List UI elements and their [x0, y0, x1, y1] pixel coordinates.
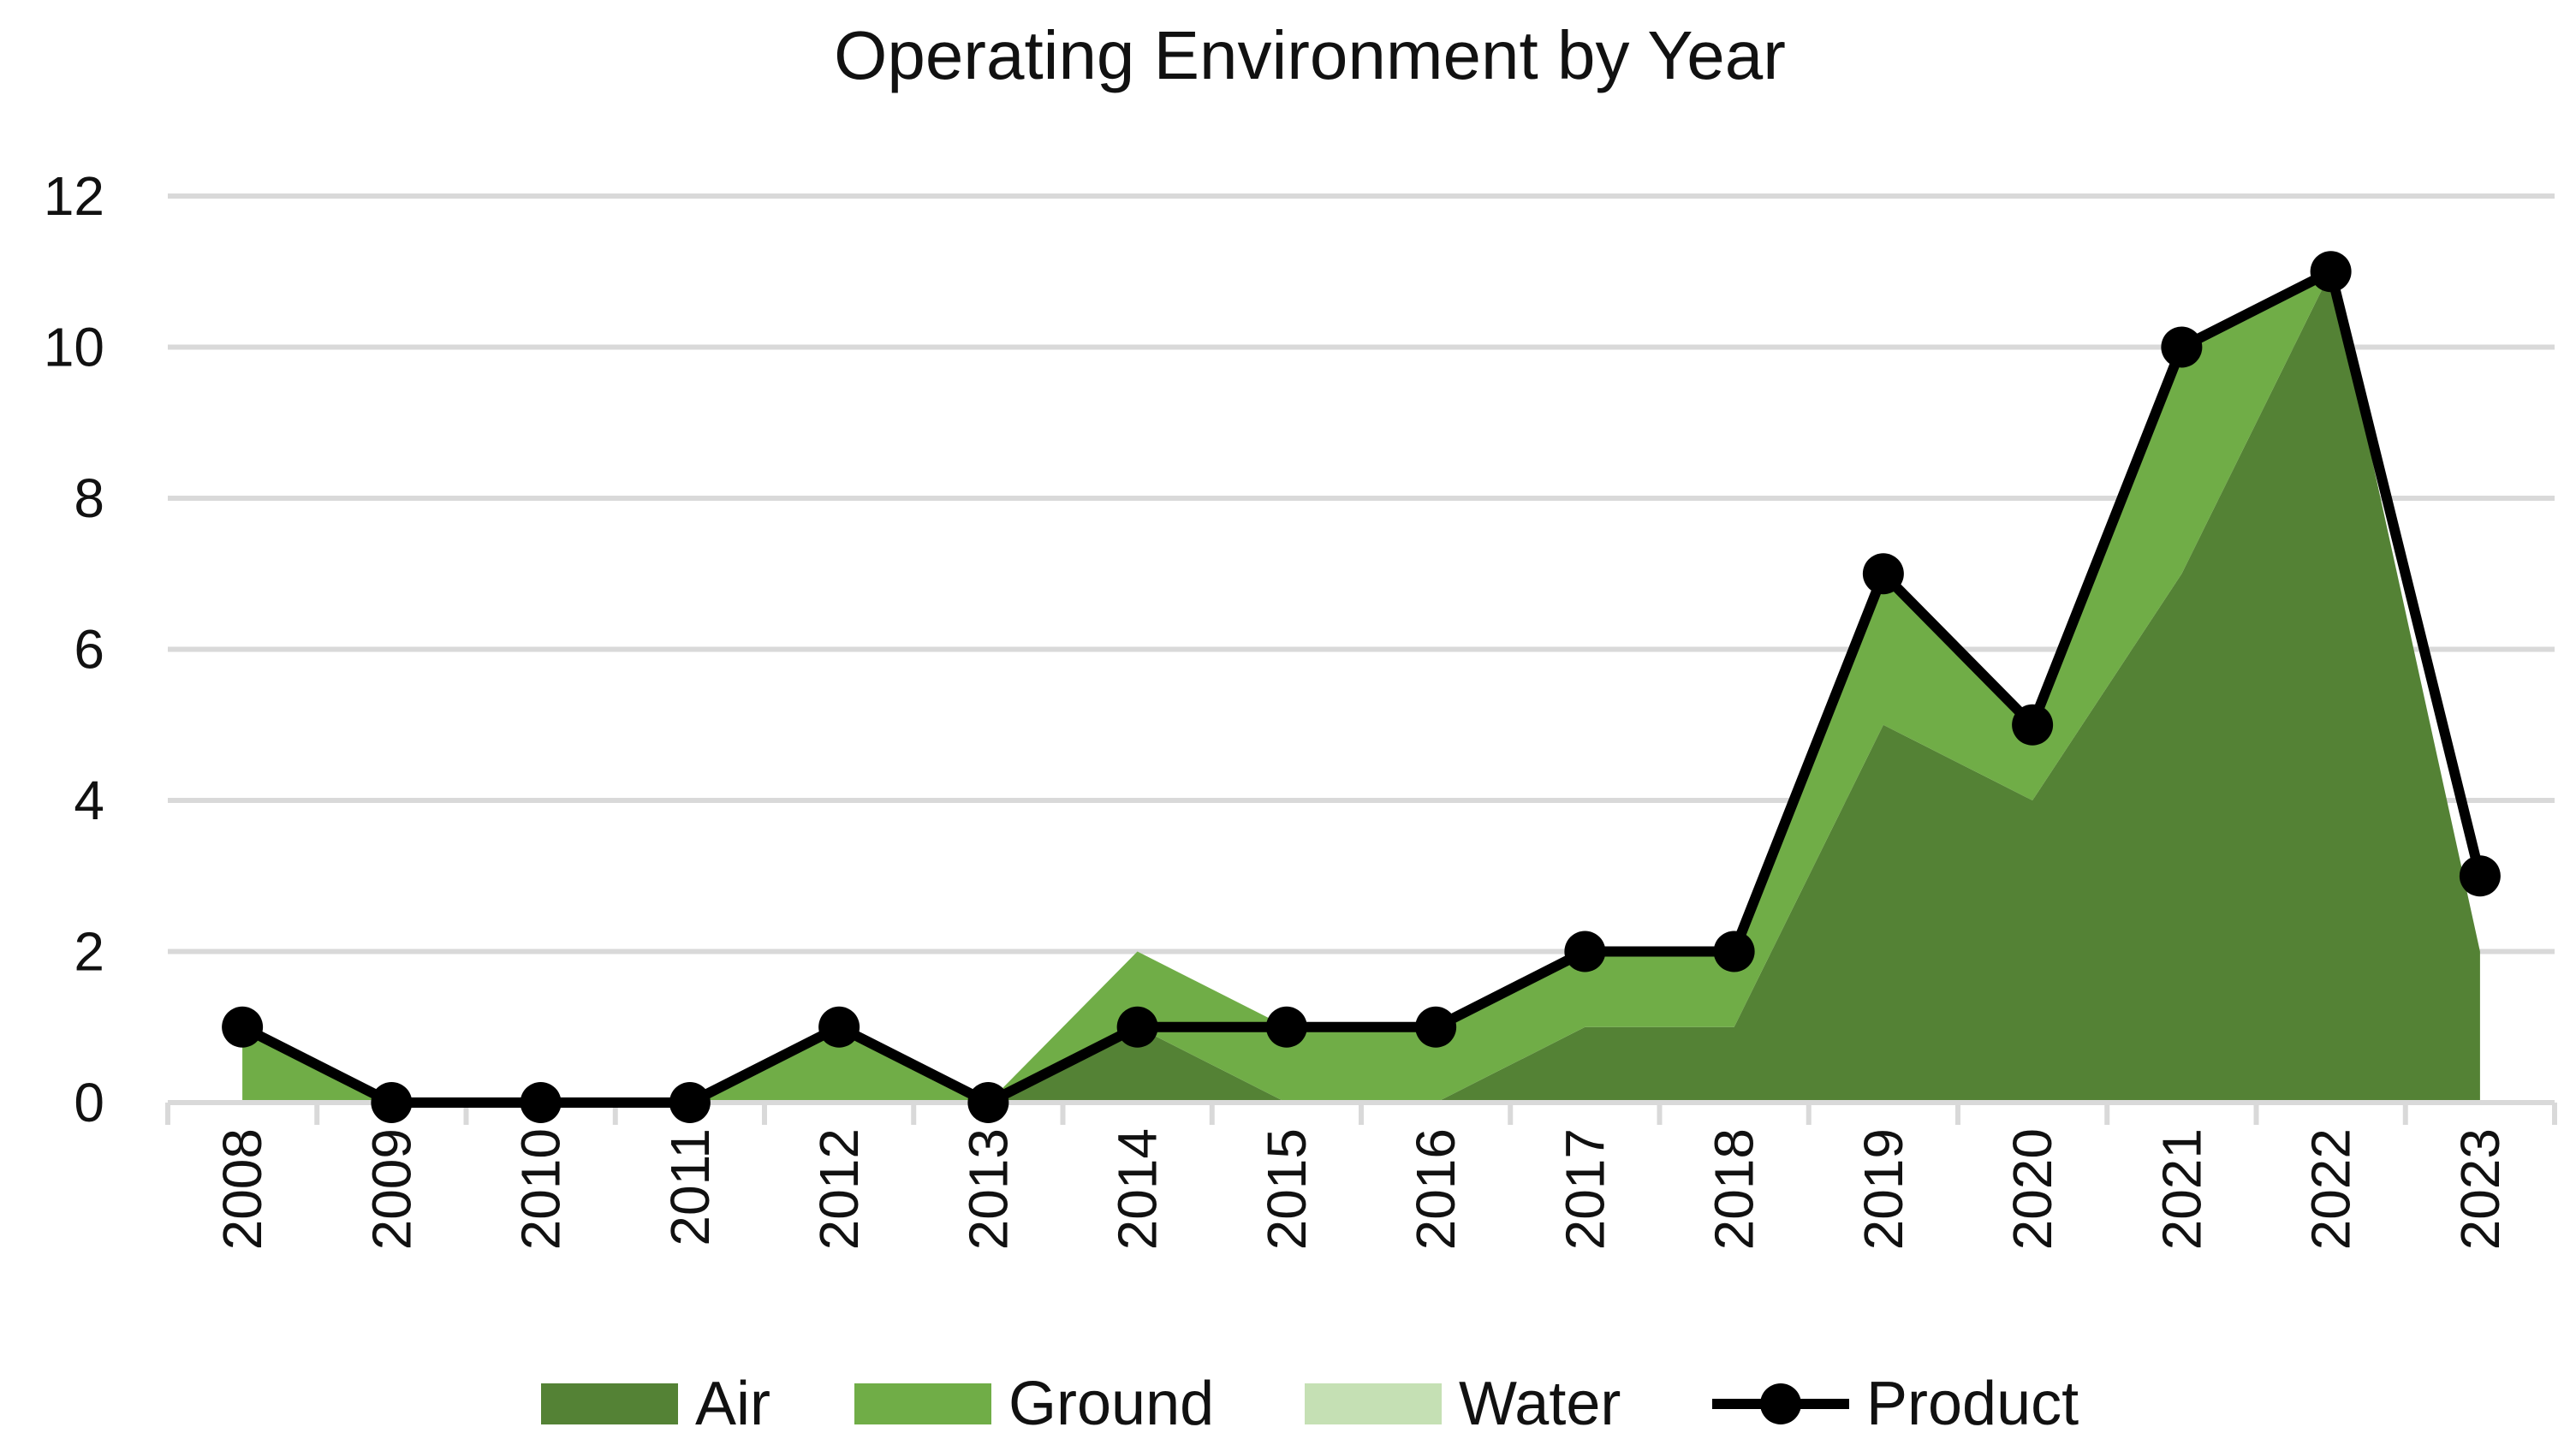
y-tick-labels: 0 2 4 6 8 10 12	[44, 165, 104, 1133]
product-point	[1266, 1007, 1307, 1048]
y-tick-label: 10	[44, 317, 104, 378]
product-point	[1714, 931, 1755, 972]
x-tick-label: 2014	[1107, 1128, 1169, 1250]
x-tick-label: 2010	[510, 1128, 572, 1250]
legend-label: Water	[1459, 1370, 1621, 1438]
product-point	[2460, 855, 2501, 896]
y-tick-label: 8	[74, 467, 104, 529]
product-point	[1117, 1007, 1158, 1048]
legend-swatch	[1305, 1383, 1442, 1424]
product-point	[1415, 1007, 1456, 1048]
x-tick-label: 2013	[957, 1128, 1019, 1250]
product-point	[669, 1082, 711, 1123]
area-series	[242, 271, 2480, 1103]
x-tick-label: 2019	[1853, 1128, 1914, 1250]
chart-title: Operating Environment by Year	[834, 17, 1786, 93]
legend-label: Air	[695, 1370, 770, 1438]
x-tick-label: 2021	[2151, 1128, 2212, 1250]
product-point	[1863, 553, 1904, 594]
x-tick-label: 2012	[808, 1128, 870, 1250]
legend-item-ground: Ground	[854, 1370, 1214, 1438]
y-tick-label: 0	[74, 1072, 104, 1133]
legend-label: Product	[1866, 1370, 2079, 1438]
product-point	[1564, 931, 1605, 972]
x-tick-label: 2011	[659, 1128, 721, 1246]
area-air	[242, 271, 2480, 1103]
x-tick-label: 2020	[2002, 1128, 2063, 1250]
product-point	[2012, 705, 2053, 746]
product-point	[222, 1007, 263, 1048]
legend-swatch	[541, 1383, 678, 1424]
x-tick-label: 2018	[1704, 1128, 1765, 1250]
product-point	[818, 1007, 860, 1048]
x-tick-label: 2009	[360, 1128, 422, 1250]
product-point	[371, 1082, 412, 1123]
legend-item-air: Air	[541, 1370, 770, 1438]
product-point	[967, 1082, 1008, 1123]
x-tick-label: 2016	[1405, 1128, 1466, 1250]
x-tick-label: 2023	[2449, 1128, 2511, 1250]
y-tick-label: 6	[74, 619, 104, 681]
legend-label: Ground	[1008, 1370, 1214, 1438]
x-tick-labels: 2008 2009 2010 2011 2012 2013 2014 2015 2016 2017…	[211, 1128, 2511, 1250]
x-tick-label: 2022	[2300, 1128, 2362, 1250]
legend-item-water: Water	[1305, 1370, 1621, 1438]
x-tick-label: 2008	[211, 1128, 273, 1250]
legend-marker	[1760, 1383, 1801, 1424]
chart: Operating Environment by Year 024681012 …	[0, 0, 2576, 1451]
y-tick-label: 4	[74, 770, 104, 831]
y-tick-label: 12	[44, 165, 104, 227]
x-tick-label: 2017	[1554, 1128, 1615, 1250]
legend-swatch	[854, 1383, 991, 1424]
product-point	[521, 1082, 562, 1123]
product-point	[2311, 251, 2352, 292]
y-tick-label: 2	[74, 921, 104, 983]
product-point	[2161, 327, 2202, 368]
legend: Air Ground Water Product	[541, 1370, 2079, 1438]
legend-item-product: Product	[1712, 1370, 2079, 1438]
x-tick-label: 2015	[1256, 1128, 1318, 1250]
